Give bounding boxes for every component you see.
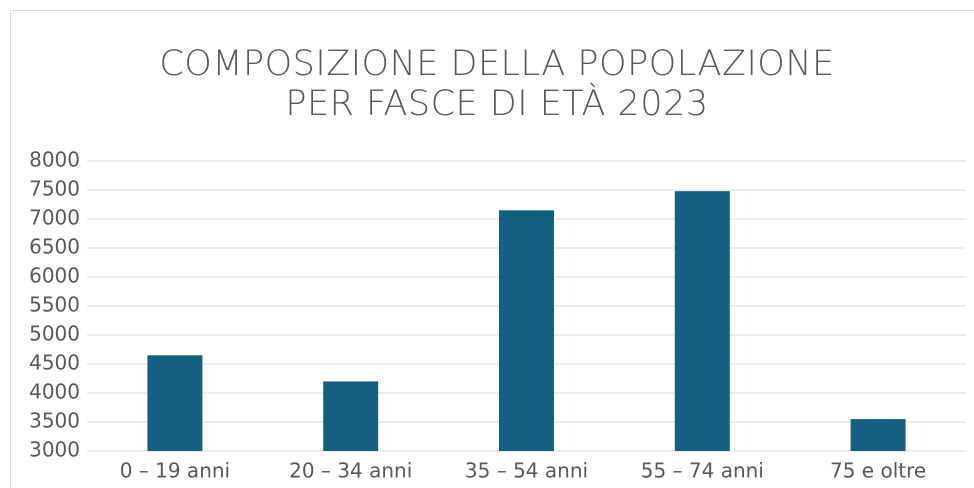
y-tick-label: 5500 [29,293,80,317]
y-tick-label: 5000 [29,322,80,346]
y-tick-label: 3500 [29,409,80,433]
chart-title: COMPOSIZIONE DELLA POPOLAZIONE PER FASCE… [159,44,835,124]
chart-border [10,10,974,488]
y-tick-label: 4500 [29,351,80,375]
y-tick-label: 7500 [29,177,80,201]
x-tick-label: 35 – 54 anni [465,459,588,483]
y-tick-label: 3000 [29,438,80,462]
y-tick-label: 6000 [29,264,80,288]
bar [147,355,203,451]
bar [674,191,730,451]
y-tick-label: 8000 [29,148,80,172]
y-tick-label: 7000 [29,206,80,230]
bar [850,419,906,451]
x-tick-label: 20 – 34 anni [289,459,412,483]
x-tick-label: 75 e oltre [830,459,926,483]
y-tick-label: 6500 [29,235,80,259]
x-tick-label: 0 – 19 anni [120,459,230,483]
bar [499,210,554,451]
bar [323,381,379,451]
x-tick-label: 55 – 74 anni [641,459,764,483]
y-tick-label: 4000 [29,380,80,404]
